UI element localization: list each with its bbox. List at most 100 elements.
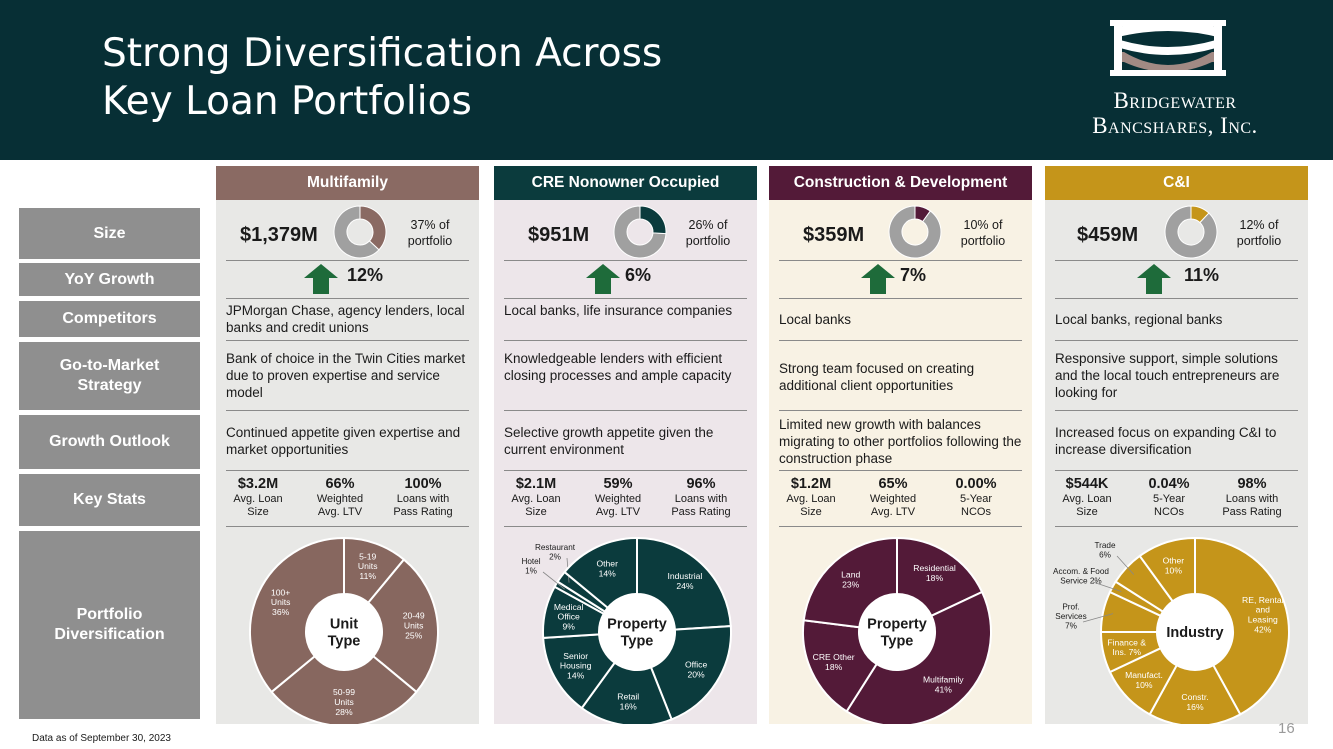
column-header: CRE Nonowner Occupied <box>494 166 757 200</box>
pie-slice-label: 100+ Units 36% <box>271 587 291 617</box>
divider-line <box>779 298 1022 299</box>
pie-center-title: Industry <box>1166 625 1223 641</box>
pie-slice-label: Land 23% <box>841 570 860 590</box>
key-stat-label: Avg. Loan Size <box>233 493 283 518</box>
divider-line <box>779 340 1022 341</box>
portfolio-percent: 10% of portfolio <box>960 218 1006 248</box>
portfolio-share-donut <box>888 205 942 259</box>
key-stat-value: 100% <box>404 476 442 492</box>
pie-center-hole <box>859 594 935 670</box>
key-stat-value: $544K <box>1065 476 1109 492</box>
divider-line <box>779 526 1022 527</box>
key-stat: 96% Loans with Pass Rating <box>659 476 743 519</box>
diversification-pie-chart: Residential 18% Multifamily 41% CRE Other 18%… <box>802 536 992 724</box>
page-title: Strong Diversification Across Key Loan P… <box>102 31 663 124</box>
leader-line <box>1092 581 1122 592</box>
divider-line <box>1055 410 1298 411</box>
pie-center-hole <box>599 594 675 670</box>
go-to-market-text: Responsive support, simple solutions and… <box>1055 351 1280 400</box>
divider-line <box>226 340 469 341</box>
portfolio-size: $359M <box>803 224 865 246</box>
pie-slice-label: Multifamily 41% <box>923 675 964 695</box>
go-to-market-text: Strong team focused on creating addition… <box>779 361 975 393</box>
growth-outlook-text: Continued appetite given expertise and m… <box>226 425 461 457</box>
key-stat-value: 59% <box>603 476 633 492</box>
key-stat-value: 66% <box>325 476 355 492</box>
portfolio-column: $1,379M 37% of portfolio 12% JPMorgan Chase… <box>216 200 479 724</box>
column-header: Multifamily <box>216 166 479 200</box>
key-stat-label: Avg. Loan Size <box>1062 493 1112 518</box>
yoy-growth-value: 7% <box>900 265 927 285</box>
key-stat: 0.04% 5-Year NCOs <box>1127 476 1211 519</box>
pie-slice-label: Retail 16% <box>617 692 639 712</box>
key-stat-label: Avg. Loan Size <box>786 493 836 518</box>
donut-remaining-segment <box>1164 205 1218 259</box>
divider-line <box>1055 260 1298 261</box>
divider-line <box>226 410 469 411</box>
key-stat-value: 96% <box>686 476 716 492</box>
divider-line <box>504 298 747 299</box>
growth-outlook-text: Limited new growth with balances migrati… <box>779 417 1022 466</box>
pie-slice-label: Other 14% <box>596 559 618 579</box>
key-stat: 100% Loans with Pass Rating <box>381 476 465 519</box>
donut-share-segment <box>639 205 667 235</box>
donut-remaining-segment <box>888 205 942 259</box>
pie-slice <box>563 536 638 610</box>
divider-line <box>1055 470 1298 471</box>
pie-slice-label: Trade 6% <box>1094 541 1116 559</box>
divider-line <box>779 410 1022 411</box>
divider-line <box>504 526 747 527</box>
key-stat-label: Avg. Loan Size <box>511 493 561 518</box>
divider-line <box>226 298 469 299</box>
column-header: C&I <box>1045 166 1308 200</box>
pie-center-title: Property Type <box>867 617 927 650</box>
pie-slice-label: Hotel 1% <box>521 557 540 575</box>
portfolio-size: $1,379M <box>240 224 318 246</box>
key-stat-value: 65% <box>878 476 908 492</box>
pie-slice-label: Accom. & Food Service 2% <box>1053 567 1109 585</box>
donut-remaining-segment <box>333 205 380 259</box>
pie-slice-label: Prof. Services 7% <box>1055 602 1086 630</box>
pie-slice-label: Finance & Ins. 7% <box>1107 637 1146 657</box>
growth-arrow-icon <box>586 264 620 294</box>
row-label-portfolio-diversification: Portfolio Diversification <box>19 531 200 719</box>
bridge-arch-icon <box>1110 20 1226 76</box>
divider-line <box>504 410 747 411</box>
pie-center-title: Property Type <box>607 617 667 650</box>
key-stat-value: $1.2M <box>790 476 832 492</box>
yoy-growth-value: 11% <box>1184 265 1220 285</box>
pie-center-hole <box>306 594 382 670</box>
divider-line <box>1055 340 1298 341</box>
portfolio-share-donut <box>613 205 667 259</box>
competitors-text: Local banks, regional banks <box>1055 312 1223 327</box>
key-stat: $3.2M Avg. Loan Size <box>216 476 300 519</box>
key-stat-value: $3.2M <box>237 476 279 492</box>
donut-share-segment <box>1190 205 1210 224</box>
row-label-yoy-growth: YoY Growth <box>19 263 200 296</box>
column-header: Construction & Development <box>769 166 1032 200</box>
competitors-text: JPMorgan Chase, agency lenders, local ba… <box>226 303 465 335</box>
row-label-competitors: Competitors <box>19 301 200 337</box>
pie-slice-label: 20-49 Units 25% <box>403 611 425 641</box>
growth-outlook-text: Selective growth appetite given the curr… <box>504 425 714 457</box>
divider-line <box>779 470 1022 471</box>
key-stat-label: Weighted Avg. LTV <box>316 493 364 518</box>
key-stat: 59% Weighted Avg. LTV <box>576 476 660 519</box>
divider-line <box>504 470 747 471</box>
key-stat-value: $2.1M <box>515 476 557 492</box>
key-stat-label: Loans with Pass Rating <box>393 493 453 518</box>
key-stat-label: Loans with Pass Rating <box>1222 493 1282 518</box>
portfolio-column: $459M 12% of portfolio 11% Local banks, reg… <box>1045 200 1308 724</box>
divider-line <box>779 260 1022 261</box>
key-stat-label: Weighted Avg. LTV <box>594 493 642 518</box>
key-stat-label: 5-Year NCOs <box>1152 493 1185 518</box>
row-label-go-to-market: Go-to-Market Strategy <box>19 342 200 410</box>
diversification-pie-chart: RE, Rental and Leasing 42% Constr. 16% Manufac… <box>1053 536 1290 724</box>
pie-slice-label: Industrial 24% <box>667 571 702 591</box>
growth-arrow-icon <box>1137 264 1171 294</box>
divider-line <box>504 260 747 261</box>
divider-line <box>226 526 469 527</box>
divider-line <box>1055 298 1298 299</box>
yoy-growth-value: 12% <box>347 265 384 285</box>
logo-line-2: Bancshares, Inc. <box>1092 113 1258 138</box>
